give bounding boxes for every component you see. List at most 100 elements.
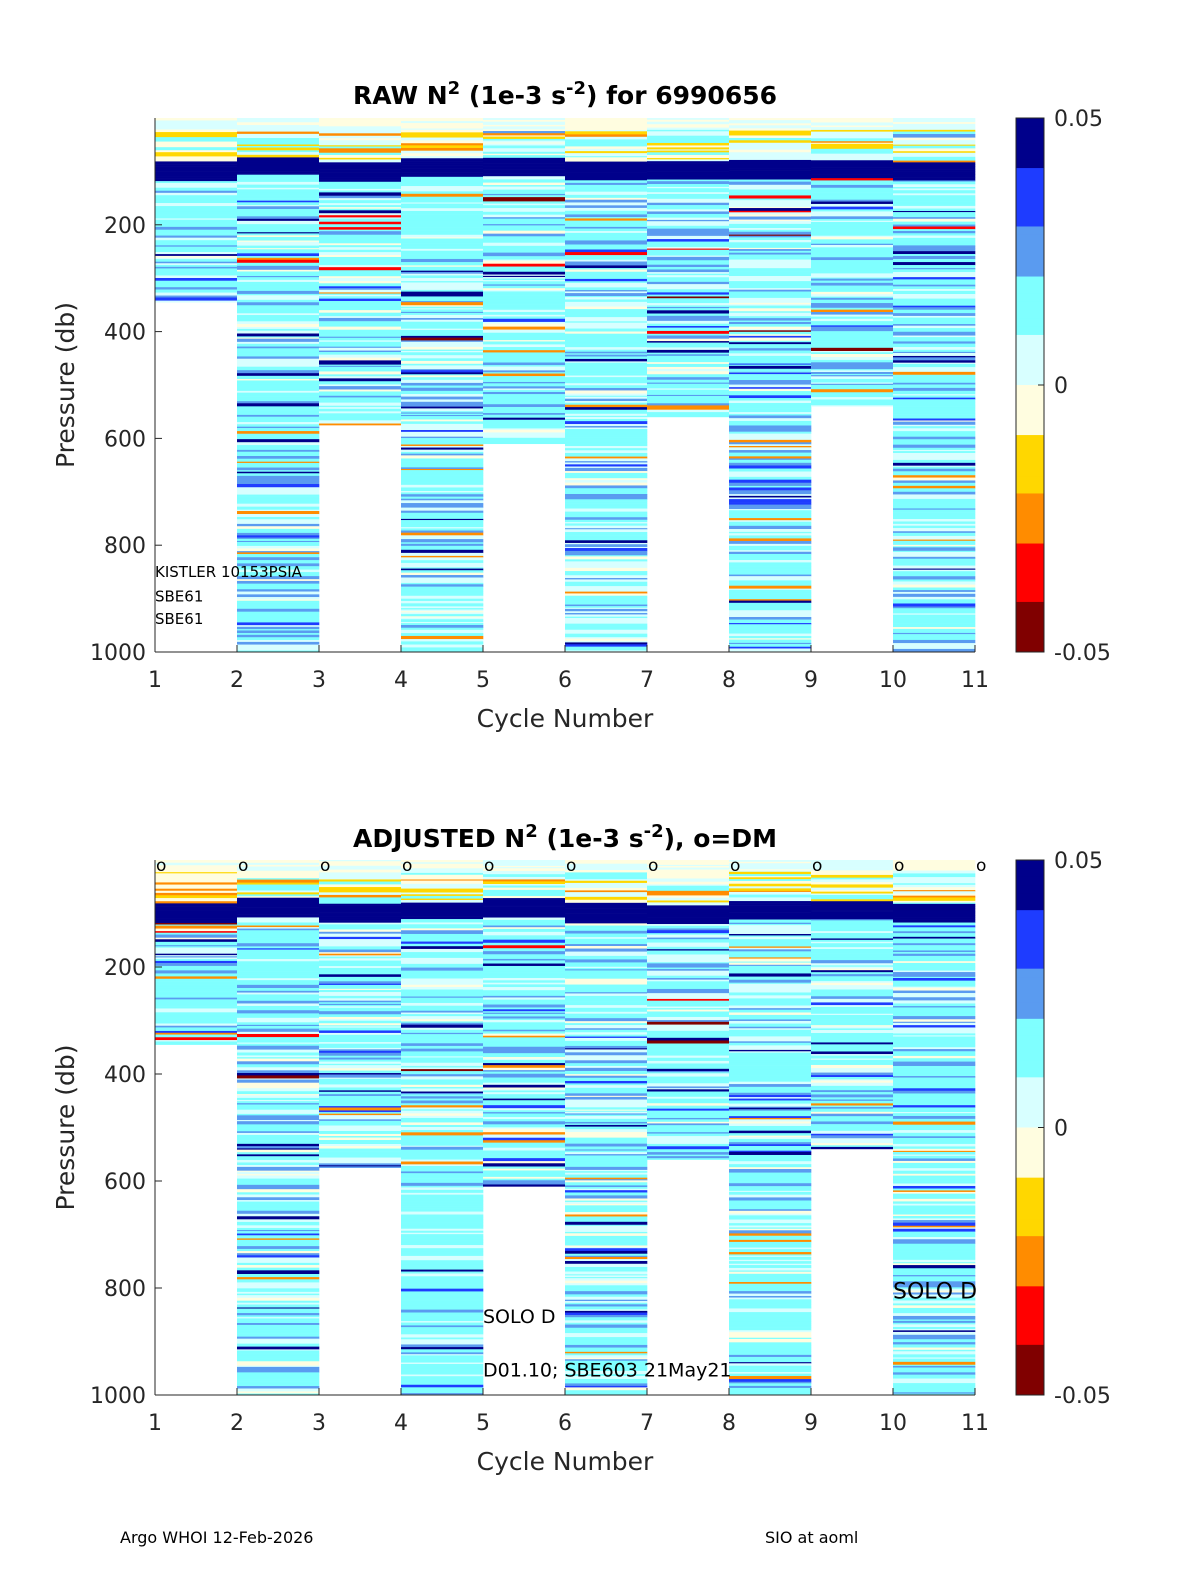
colorbar-segment (1016, 893, 1044, 903)
heatmap-stripe (893, 1136, 976, 1139)
heatmap-stripe (647, 294, 730, 297)
heatmap-stripe (237, 146, 320, 148)
heatmap-stripe (237, 253, 320, 257)
heatmap-stripe (811, 972, 894, 975)
heatmap-stripe (155, 218, 238, 220)
heatmap-stripe (565, 1126, 648, 1130)
heatmap-stripe (647, 1154, 730, 1157)
heatmap-stripe (647, 1026, 730, 1029)
heatmap-stripe (237, 569, 320, 573)
heatmap-stripe (319, 1057, 402, 1060)
heatmap-stripe (319, 322, 402, 325)
heatmap-stripe (565, 1190, 648, 1193)
heatmap-column-cycle-4 (401, 860, 484, 1396)
heatmap-column-cycle-10 (893, 860, 976, 1396)
heatmap-stripe (237, 327, 320, 330)
colorbar-segment (1016, 968, 1044, 978)
heatmap-stripe (155, 261, 238, 264)
heatmap-stripe (729, 254, 812, 258)
heatmap-stripe (893, 223, 976, 225)
heatmap-stripe (729, 245, 812, 249)
heatmap-stripe (565, 317, 648, 320)
heatmap-stripe (893, 1276, 976, 1280)
heatmap-stripe (647, 135, 730, 138)
heatmap-stripe (893, 627, 976, 630)
heatmap-stripe (811, 386, 894, 390)
heatmap-stripe (811, 314, 894, 317)
heatmap-stripe (319, 181, 402, 185)
heatmap-stripe (401, 930, 484, 933)
heatmap-stripe (729, 468, 812, 471)
heatmap-stripe (401, 954, 484, 957)
heatmap-stripe (811, 243, 894, 246)
heatmap-stripe (893, 368, 976, 373)
heatmap-stripe (729, 901, 812, 904)
heatmap-stripe (237, 1355, 320, 1359)
heatmap-stripe (729, 631, 812, 634)
heatmap-stripe (893, 156, 976, 160)
dm-marker: o (976, 856, 986, 876)
heatmap-stripe (237, 1039, 320, 1041)
heatmap-stripe (647, 225, 730, 229)
heatmap-stripe (483, 1105, 566, 1109)
heatmap-stripe (729, 316, 812, 319)
heatmap-stripe (401, 478, 484, 481)
heatmap-stripe (729, 137, 812, 141)
annotation: D01.10; SBE603 21May21 (483, 1359, 732, 1381)
heatmap-stripe (401, 1294, 484, 1297)
heatmap-stripe (893, 246, 976, 249)
heatmap-stripe (155, 300, 238, 303)
heatmap-stripe (647, 392, 730, 396)
heatmap-stripe (729, 365, 812, 370)
heatmap-stripe (237, 279, 320, 283)
heatmap-stripe (647, 861, 730, 864)
heatmap-stripe (729, 235, 812, 238)
heatmap-stripe (401, 426, 484, 431)
heatmap-stripe (565, 401, 648, 404)
heatmap-stripe (811, 1042, 894, 1045)
heatmap-stripe (237, 548, 320, 552)
heatmap-stripe (483, 867, 566, 869)
heatmap-stripe (565, 578, 648, 580)
heatmap-stripe (401, 1007, 484, 1012)
heatmap-stripe (483, 299, 566, 303)
heatmap-stripe (647, 876, 730, 879)
heatmap-stripe (319, 989, 402, 993)
heatmap-stripe (401, 877, 484, 880)
heatmap-stripe (237, 1336, 320, 1339)
heatmap-stripe (401, 869, 484, 874)
heatmap-stripe (483, 977, 566, 981)
heatmap-stripe (811, 336, 894, 340)
heatmap-stripe (565, 1392, 648, 1396)
heatmap-stripe (729, 247, 812, 250)
heatmap-stripe (237, 990, 320, 993)
heatmap-stripe (811, 311, 894, 315)
heatmap-stripe (565, 969, 648, 971)
heatmap-stripe (237, 551, 320, 553)
heatmap-stripe (811, 260, 894, 262)
heatmap-stripe (483, 881, 566, 885)
heatmap-stripe (729, 879, 812, 882)
heatmap-stripe (565, 618, 648, 622)
heatmap-stripe (237, 574, 320, 577)
heatmap-stripe (483, 203, 566, 206)
heatmap-stripe (237, 1129, 320, 1132)
heatmap-stripe (401, 537, 484, 540)
heatmap-stripe (729, 1170, 812, 1173)
heatmap-stripe (483, 254, 566, 257)
heatmap-stripe (401, 924, 484, 927)
heatmap-stripe (565, 126, 648, 129)
heatmap-stripe (565, 1101, 648, 1106)
colorbar-segment (1016, 1135, 1044, 1145)
heatmap-stripe (729, 863, 812, 866)
heatmap-stripe (401, 514, 484, 517)
heatmap-stripe (483, 1156, 566, 1159)
heatmap-stripe (565, 535, 648, 538)
heatmap-stripe (401, 1175, 484, 1178)
heatmap-stripe (565, 1288, 648, 1292)
heatmap-stripe (893, 159, 976, 161)
heatmap-stripe (565, 1255, 648, 1258)
heatmap-stripe (401, 346, 484, 350)
heatmap-stripe (647, 978, 730, 980)
heatmap-stripe (237, 1251, 320, 1254)
